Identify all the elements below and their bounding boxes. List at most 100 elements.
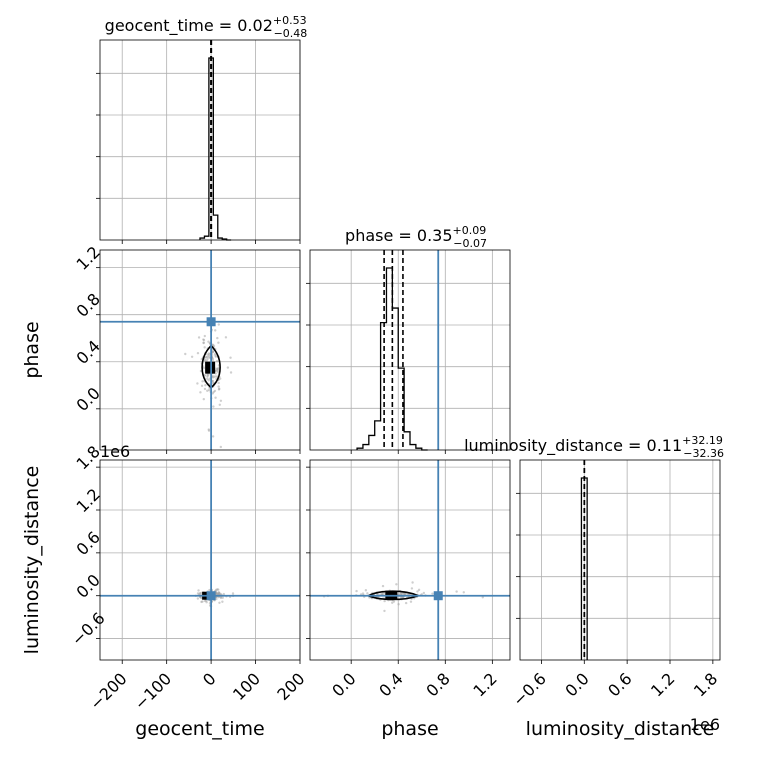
sample-point — [196, 351, 200, 355]
y-axis-label-luminosity_distance: luminosity_distance — [21, 466, 43, 655]
sample-point — [184, 352, 187, 356]
panel-title-median: 0.02 — [237, 16, 273, 35]
sample-point — [207, 373, 210, 376]
y-tick-label-phase: 0.8 — [73, 289, 104, 320]
y-axis-multiplier-luminosity_distance: 1e6 — [100, 442, 130, 461]
sample-point — [190, 355, 194, 358]
sample-point — [381, 584, 385, 588]
x-axis-label-phase: phase — [381, 718, 438, 740]
panel-title-geocent_time: geocent_time = 0.02+0.53 −0.48 — [105, 14, 308, 40]
sample-point — [216, 336, 219, 340]
sample-point — [481, 596, 484, 599]
sample-point — [211, 392, 214, 395]
sample-point — [215, 367, 218, 371]
sample-point — [212, 405, 215, 408]
sample-point — [217, 341, 220, 344]
sample-point — [205, 359, 208, 362]
sample-point — [215, 592, 219, 595]
y-axis-label-phase: phase — [21, 321, 43, 378]
hist-panel-geocent_time-frame — [99, 39, 301, 241]
sample-point — [197, 336, 201, 339]
sample-point — [199, 391, 202, 394]
sample-point — [208, 353, 211, 356]
sample-point — [217, 385, 220, 388]
sample-point — [211, 358, 214, 362]
sample-point — [404, 601, 408, 605]
frames-layer — [96, 39, 721, 664]
sample-point — [213, 389, 217, 393]
x-axis-label-luminosity_distance: luminosity_distance — [526, 718, 715, 740]
sample-point — [229, 371, 233, 374]
panel-title-prefix: phase = — [345, 226, 417, 245]
sample-point — [196, 382, 199, 385]
sample-point — [207, 428, 210, 431]
panel-title-prefix: luminosity_distance = — [464, 436, 646, 456]
sample-point — [207, 340, 210, 343]
x-axis-multiplier-luminosity_distance: 1e6 — [690, 715, 720, 734]
x-tick-label-luminosity_distance: −0.6 — [509, 669, 550, 710]
sample-point — [203, 346, 206, 349]
sample-point — [411, 581, 414, 584]
y-tick-label-phase: 1.2 — [73, 242, 104, 273]
sample-point — [196, 597, 200, 600]
sample-point — [417, 588, 421, 592]
hist-panel-luminosity_distance-frame — [519, 459, 721, 661]
sample-point — [211, 343, 215, 346]
sample-point — [197, 589, 200, 592]
sample-point — [201, 380, 204, 383]
density-core — [205, 361, 216, 374]
x-tick-label-geocent_time: 100 — [229, 669, 264, 704]
sample-point — [206, 389, 209, 392]
sample-point — [226, 366, 230, 369]
text-layer: geocent_time = 0.02+0.53 −0.48 0.0 0.4 0.8 1.… — [21, 14, 724, 740]
sample-point — [202, 338, 206, 342]
x-axis-label-geocent_time: geocent_time — [135, 718, 264, 740]
y-tick-label-phase: 0.4 — [73, 337, 104, 368]
panel-title-luminosity_distance: luminosity_distance = 0.11+32.19 −32.36 — [464, 434, 724, 460]
sample-point — [215, 375, 219, 378]
histogram-geocent_time — [199, 57, 232, 241]
sample-point — [203, 334, 207, 338]
sample-point — [221, 596, 224, 599]
data-layer — [100, 40, 588, 660]
sample-point — [395, 583, 398, 586]
sample-point — [203, 599, 207, 603]
hist-panel-phase-frame — [309, 249, 511, 451]
y-tick-label-luminosity_distance: 1.2 — [73, 485, 104, 516]
sample-point — [214, 329, 217, 332]
sample-point — [200, 591, 203, 595]
truth-marker — [206, 317, 216, 327]
sample-point — [383, 599, 386, 603]
x-tick-label-geocent_time: −200 — [86, 669, 131, 714]
scatter-panel-luminosity_distance-vs-phase-frame — [309, 459, 511, 661]
sample-point — [218, 601, 221, 604]
x-tick-label-luminosity_distance: 1.2 — [647, 669, 678, 700]
panel-title-lower: −0.48 — [274, 27, 308, 40]
truth-marker — [433, 591, 443, 601]
panel-title-upper: +32.19 — [682, 434, 723, 447]
sample-point — [392, 600, 396, 603]
sample-point — [206, 375, 209, 378]
x-tick-label-phase: 0.0 — [328, 669, 359, 700]
panel-title-phase: phase = 0.35+0.09 −0.07 — [345, 224, 487, 250]
x-tick-label-luminosity_distance: 1.8 — [690, 669, 721, 700]
sample-point — [202, 341, 205, 344]
sample-point — [217, 381, 220, 385]
sample-point — [205, 356, 208, 359]
sample-point — [211, 435, 215, 438]
sample-point — [229, 356, 232, 359]
sample-point — [219, 399, 223, 402]
x-tick-label-geocent_time: −100 — [131, 669, 176, 714]
sample-point — [422, 591, 426, 595]
sample-point — [204, 383, 207, 387]
x-tick-label-phase: 0.4 — [375, 669, 406, 700]
y-tick-label-luminosity_distance: 0.0 — [73, 570, 104, 601]
sample-point — [361, 592, 365, 595]
sample-point — [213, 375, 217, 378]
sample-point — [203, 374, 207, 377]
sample-point — [200, 384, 204, 388]
sample-point — [202, 397, 205, 401]
sample-point — [217, 588, 220, 591]
sample-point — [364, 589, 368, 592]
sample-point — [383, 609, 386, 613]
